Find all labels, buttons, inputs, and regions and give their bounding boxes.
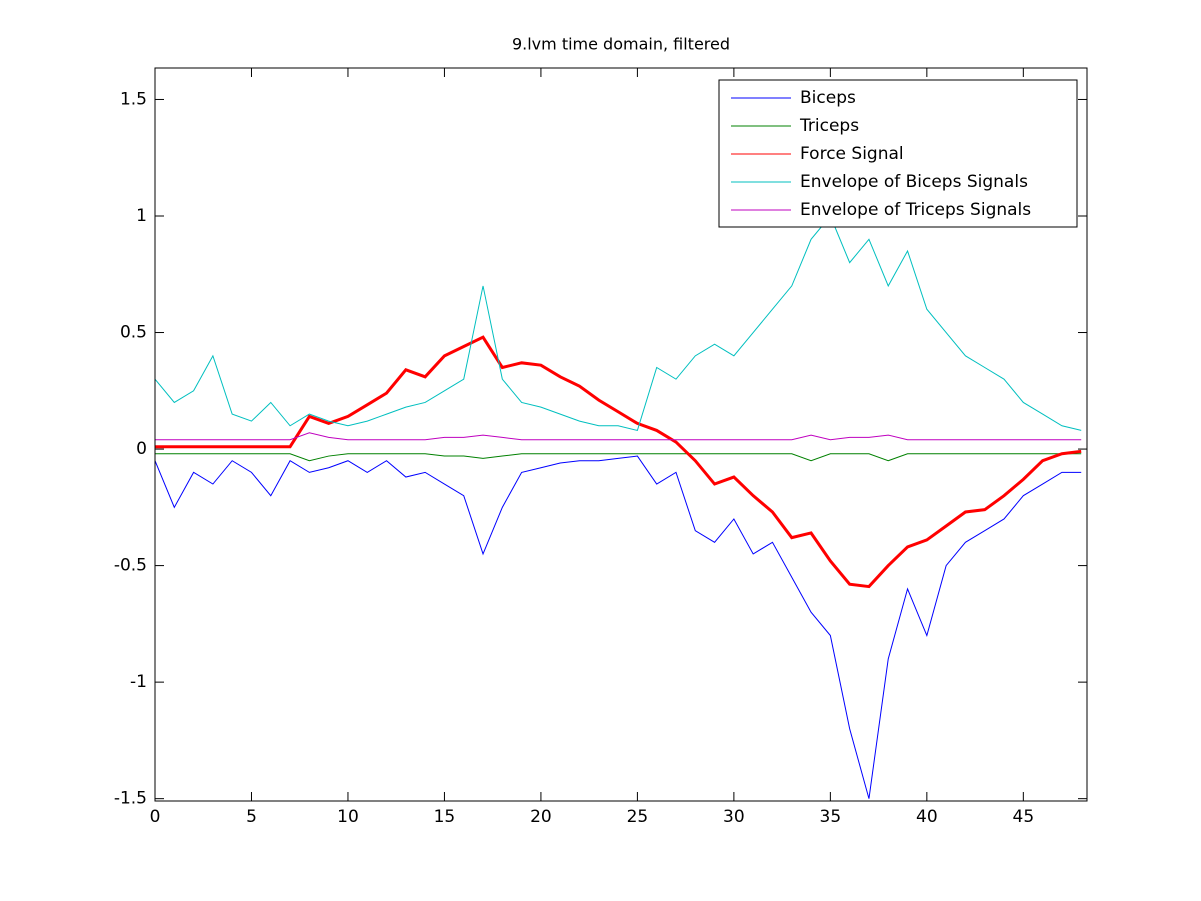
x-tick-label: 45 bbox=[1013, 807, 1035, 827]
y-tick-label: 0.5 bbox=[120, 323, 147, 343]
series-line bbox=[155, 455, 1082, 799]
series-line bbox=[155, 215, 1082, 432]
legend-label: Biceps bbox=[800, 88, 856, 108]
legend-label: Envelope of Biceps Signals bbox=[800, 172, 1028, 192]
x-tick-label: 35 bbox=[820, 807, 842, 827]
legend-label: Triceps bbox=[799, 116, 859, 136]
x-tick-label: 40 bbox=[916, 807, 938, 827]
y-tick-label: 1 bbox=[136, 206, 147, 226]
axes-box bbox=[154, 67, 1088, 802]
legend-label: Envelope of Triceps Signals bbox=[800, 200, 1031, 220]
y-tick-label: 0 bbox=[136, 439, 147, 459]
y-tick-label: -1.5 bbox=[114, 789, 147, 809]
x-tick-label: 15 bbox=[434, 807, 456, 827]
series-line bbox=[155, 453, 1082, 462]
series-line bbox=[155, 432, 1082, 441]
y-tick-label: 1.5 bbox=[120, 89, 147, 109]
x-tick-label: 10 bbox=[337, 807, 359, 827]
chart-title: 9.lvm time domain, filtered bbox=[512, 35, 730, 54]
y-tick-label: -0.5 bbox=[114, 556, 147, 576]
x-tick-label: 25 bbox=[627, 807, 649, 827]
x-tick-label: 5 bbox=[246, 807, 257, 827]
x-tick-label: 20 bbox=[530, 807, 552, 827]
legend-label: Force Signal bbox=[800, 144, 904, 164]
plot-lines bbox=[155, 215, 1082, 799]
series-line bbox=[155, 335, 1082, 589]
x-tick-label: 0 bbox=[150, 807, 161, 827]
y-tick-label: -1 bbox=[130, 672, 147, 692]
x-tick-label: 30 bbox=[723, 807, 745, 827]
